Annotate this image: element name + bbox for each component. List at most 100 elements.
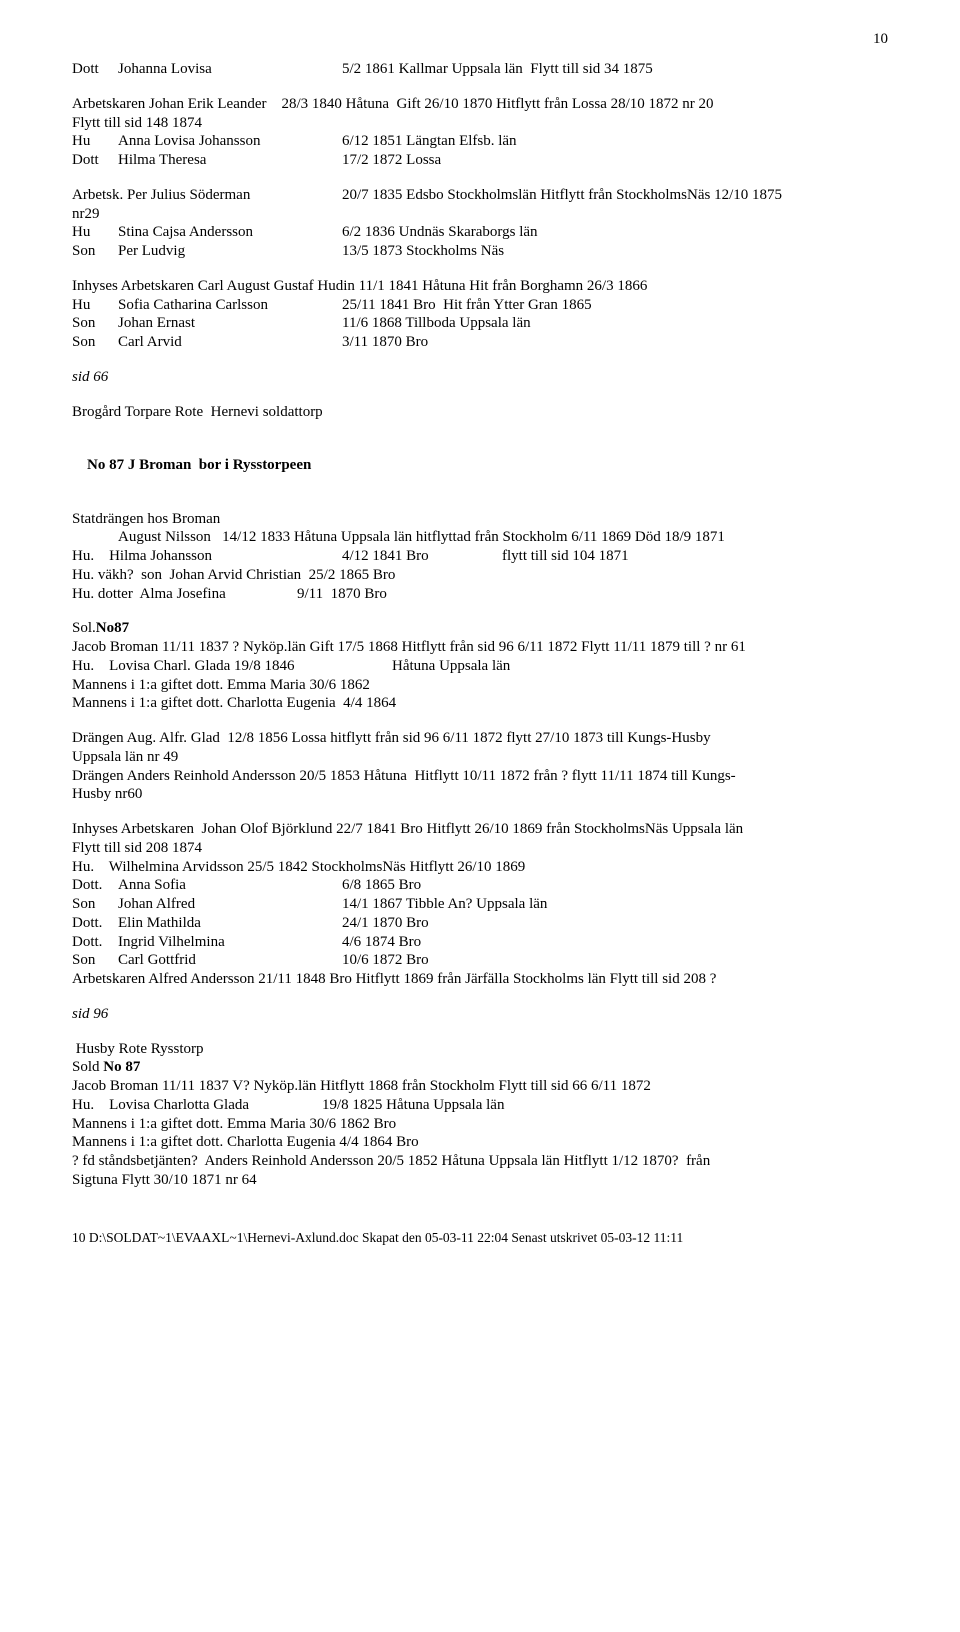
detail-col: 14/1 1867 Tibble An? Uppsala län bbox=[342, 895, 888, 914]
rel-col: Son bbox=[72, 333, 118, 352]
section-marker: sid 96 bbox=[72, 1005, 888, 1024]
text-line: Drängen Anders Reinhold Andersson 20/5 1… bbox=[72, 767, 888, 786]
entry-block: Dott Johanna Lovisa 5/2 1861 Kallmar Upp… bbox=[72, 60, 888, 79]
text-line: Inhyses Arbetskaren Carl August Gustaf H… bbox=[72, 277, 888, 296]
text-line: August Nilsson 14/12 1833 Håtuna Uppsala… bbox=[72, 528, 888, 547]
bold-label: No 87 J Broman bor i Rysstorpeen bbox=[87, 457, 311, 473]
name-col: Per Ludvig bbox=[118, 242, 342, 261]
rel-col: Son bbox=[72, 895, 118, 914]
bold-label: No 87 bbox=[103, 1059, 140, 1075]
text-line: Hu. Lovisa Charl. Glada 19/8 1846 Håtuna… bbox=[72, 657, 888, 676]
name-col: Anna Sofia bbox=[118, 876, 342, 895]
name-col: Carl Gottfrid bbox=[118, 951, 342, 970]
data-row: Dott. Anna Sofia 6/8 1865 Bro bbox=[72, 876, 888, 895]
entry-block: Jacob Broman 11/11 1837 V? Nyköp.län Hit… bbox=[72, 1077, 888, 1190]
section-heading: Sold No 87 bbox=[72, 1058, 888, 1077]
entry-block: Inhyses Arbetskaren Johan Olof Björklund… bbox=[72, 820, 888, 989]
text-span: Håtuna Uppsala län bbox=[392, 657, 510, 676]
entry-block: Drängen Aug. Alfr. Glad 12/8 1856 Lossa … bbox=[72, 729, 888, 804]
name-col: Anna Lovisa Johansson bbox=[118, 132, 342, 151]
text-span: Hu. dotter Alma Josefina bbox=[72, 585, 297, 604]
rel-col: Dott. bbox=[72, 933, 118, 952]
rel-col: Son bbox=[72, 314, 118, 333]
name-col: Johan Alfred bbox=[118, 895, 342, 914]
rel-col: Son bbox=[72, 242, 118, 261]
page-number: 10 bbox=[873, 30, 888, 49]
detail-col: 5/2 1861 Kallmar Uppsala län Flytt till … bbox=[342, 60, 888, 79]
data-row: Hu Sofia Catharina Carlsson 25/11 1841 B… bbox=[72, 296, 888, 315]
section-heading: Brogård Torpare Rote Hernevi soldattorp bbox=[72, 403, 888, 422]
detail-col: 24/1 1870 Bro bbox=[342, 914, 888, 933]
data-row: Son Johan Ernast 11/6 1868 Tillboda Upps… bbox=[72, 314, 888, 333]
text-span: Sol. bbox=[72, 620, 96, 636]
text-line: Arbetskaren Alfred Andersson 21/11 1848 … bbox=[72, 970, 888, 989]
rel-col: Dott. bbox=[72, 914, 118, 933]
text-line: Hu. väkh? son Johan Arvid Christian 25/2… bbox=[72, 566, 888, 585]
text-line: Drängen Aug. Alfr. Glad 12/8 1856 Lossa … bbox=[72, 729, 888, 748]
rel-col: Dott bbox=[72, 60, 118, 79]
data-row: Dott Johanna Lovisa 5/2 1861 Kallmar Upp… bbox=[72, 60, 888, 79]
text-line: Mannens i 1:a giftet dott. Charlotta Eug… bbox=[72, 694, 888, 713]
data-row: Son Carl Gottfrid 10/6 1872 Bro bbox=[72, 951, 888, 970]
text-line: Hu. dotter Alma Josefina 9/11 1870 Bro bbox=[72, 585, 888, 604]
detail-col: 17/2 1872 Lossa bbox=[342, 151, 888, 170]
data-row: Son Carl Arvid 3/11 1870 Bro bbox=[72, 333, 888, 352]
text-line: Arbetsk. Per Julius Söderman 20/7 1835 E… bbox=[72, 186, 888, 205]
text-span: Hu. Hilma Johansson bbox=[72, 547, 342, 566]
text-span: Hu. Lovisa Charlotta Glada bbox=[72, 1096, 322, 1115]
text-span: 20/7 1835 Edsbo Stockholmslän Hitflytt f… bbox=[342, 186, 782, 205]
data-row: Dott Hilma Theresa 17/2 1872 Lossa bbox=[72, 151, 888, 170]
rel-col: Hu bbox=[72, 296, 118, 315]
entry-block: Arbetskaren Johan Erik Leander 28/3 1840… bbox=[72, 95, 888, 170]
entry-block: Jacob Broman 11/11 1837 ? Nyköp.län Gift… bbox=[72, 638, 888, 713]
text-line: Jacob Broman 11/11 1837 ? Nyköp.län Gift… bbox=[72, 638, 888, 657]
name-col: Johan Ernast bbox=[118, 314, 342, 333]
name-col: Sofia Catharina Carlsson bbox=[118, 296, 342, 315]
text-line: nr29 bbox=[72, 205, 888, 224]
text-line: Sigtuna Flytt 30/10 1871 nr 64 bbox=[72, 1171, 888, 1190]
detail-col: 13/5 1873 Stockholms Näs bbox=[342, 242, 888, 261]
text-line: Statdrängen hos Broman bbox=[72, 510, 888, 529]
text-span: Hu. Lovisa Charl. Glada 19/8 1846 bbox=[72, 657, 392, 676]
detail-col: 6/8 1865 Bro bbox=[342, 876, 888, 895]
text-line: Hu. Wilhelmina Arvidsson 25/5 1842 Stock… bbox=[72, 858, 888, 877]
text-line: Flytt till sid 148 1874 bbox=[72, 114, 888, 133]
text-line: Uppsala län nr 49 bbox=[72, 748, 888, 767]
text-line: Inhyses Arbetskaren Johan Olof Björklund… bbox=[72, 820, 888, 839]
text-line: Flytt till sid 208 1874 bbox=[72, 839, 888, 858]
page-footer: 10 D:\SOLDAT~1\EVAAXL~1\Hernevi-Axlund.d… bbox=[72, 1230, 888, 1247]
text-line: Arbetskaren Johan Erik Leander 28/3 1840… bbox=[72, 95, 888, 114]
detail-col: 6/2 1836 Undnäs Skaraborgs län bbox=[342, 223, 888, 242]
detail-col: 3/11 1870 Bro bbox=[342, 333, 888, 352]
text-span: Sold bbox=[72, 1059, 103, 1075]
data-row: Hu Anna Lovisa Johansson 6/12 1851 Längt… bbox=[72, 132, 888, 151]
entry-block: Statdrängen hos Broman August Nilsson 14… bbox=[72, 510, 888, 604]
section-marker: sid 66 bbox=[72, 368, 888, 387]
section-heading: No 87 J Broman bor i Rysstorpeen bbox=[72, 437, 888, 493]
section-heading: Sol.No87 bbox=[72, 619, 888, 638]
detail-col: 10/6 1872 Bro bbox=[342, 951, 888, 970]
rel-col: Dott. bbox=[72, 876, 118, 895]
entry-block: Inhyses Arbetskaren Carl August Gustaf H… bbox=[72, 277, 888, 352]
rel-col: Dott bbox=[72, 151, 118, 170]
text-span: 19/8 1825 Håtuna Uppsala län bbox=[322, 1096, 504, 1115]
text-line: ? fd ståndsbetjänten? Anders Reinhold An… bbox=[72, 1152, 888, 1171]
text-line: Mannens i 1:a giftet dott. Charlotta Eug… bbox=[72, 1133, 888, 1152]
name-col: Johanna Lovisa bbox=[118, 60, 342, 79]
data-row: Dott. Ingrid Vilhelmina 4/6 1874 Bro bbox=[72, 933, 888, 952]
data-row: Son Per Ludvig 13/5 1873 Stockholms Näs bbox=[72, 242, 888, 261]
text-line: Mannens i 1:a giftet dott. Emma Maria 30… bbox=[72, 1115, 888, 1134]
data-row: Dott. Elin Mathilda 24/1 1870 Bro bbox=[72, 914, 888, 933]
detail-col: 4/6 1874 Bro bbox=[342, 933, 888, 952]
text-span: 9/11 1870 Bro bbox=[297, 585, 387, 604]
data-row: Hu Stina Cajsa Andersson 6/2 1836 Undnäs… bbox=[72, 223, 888, 242]
text-line: Hu. Lovisa Charlotta Glada 19/8 1825 Håt… bbox=[72, 1096, 888, 1115]
name-col: Stina Cajsa Andersson bbox=[118, 223, 342, 242]
document-page: 10 Dott Johanna Lovisa 5/2 1861 Kallmar … bbox=[0, 0, 960, 1286]
text-span: Arbetsk. Per Julius Söderman bbox=[72, 186, 342, 205]
text-span: 4/12 1841 Bro bbox=[342, 547, 502, 566]
detail-col: 25/11 1841 Bro Hit från Ytter Gran 1865 bbox=[342, 296, 888, 315]
text-line: Mannens i 1:a giftet dott. Emma Maria 30… bbox=[72, 676, 888, 695]
rel-col: Hu bbox=[72, 132, 118, 151]
name-col: Carl Arvid bbox=[118, 333, 342, 352]
